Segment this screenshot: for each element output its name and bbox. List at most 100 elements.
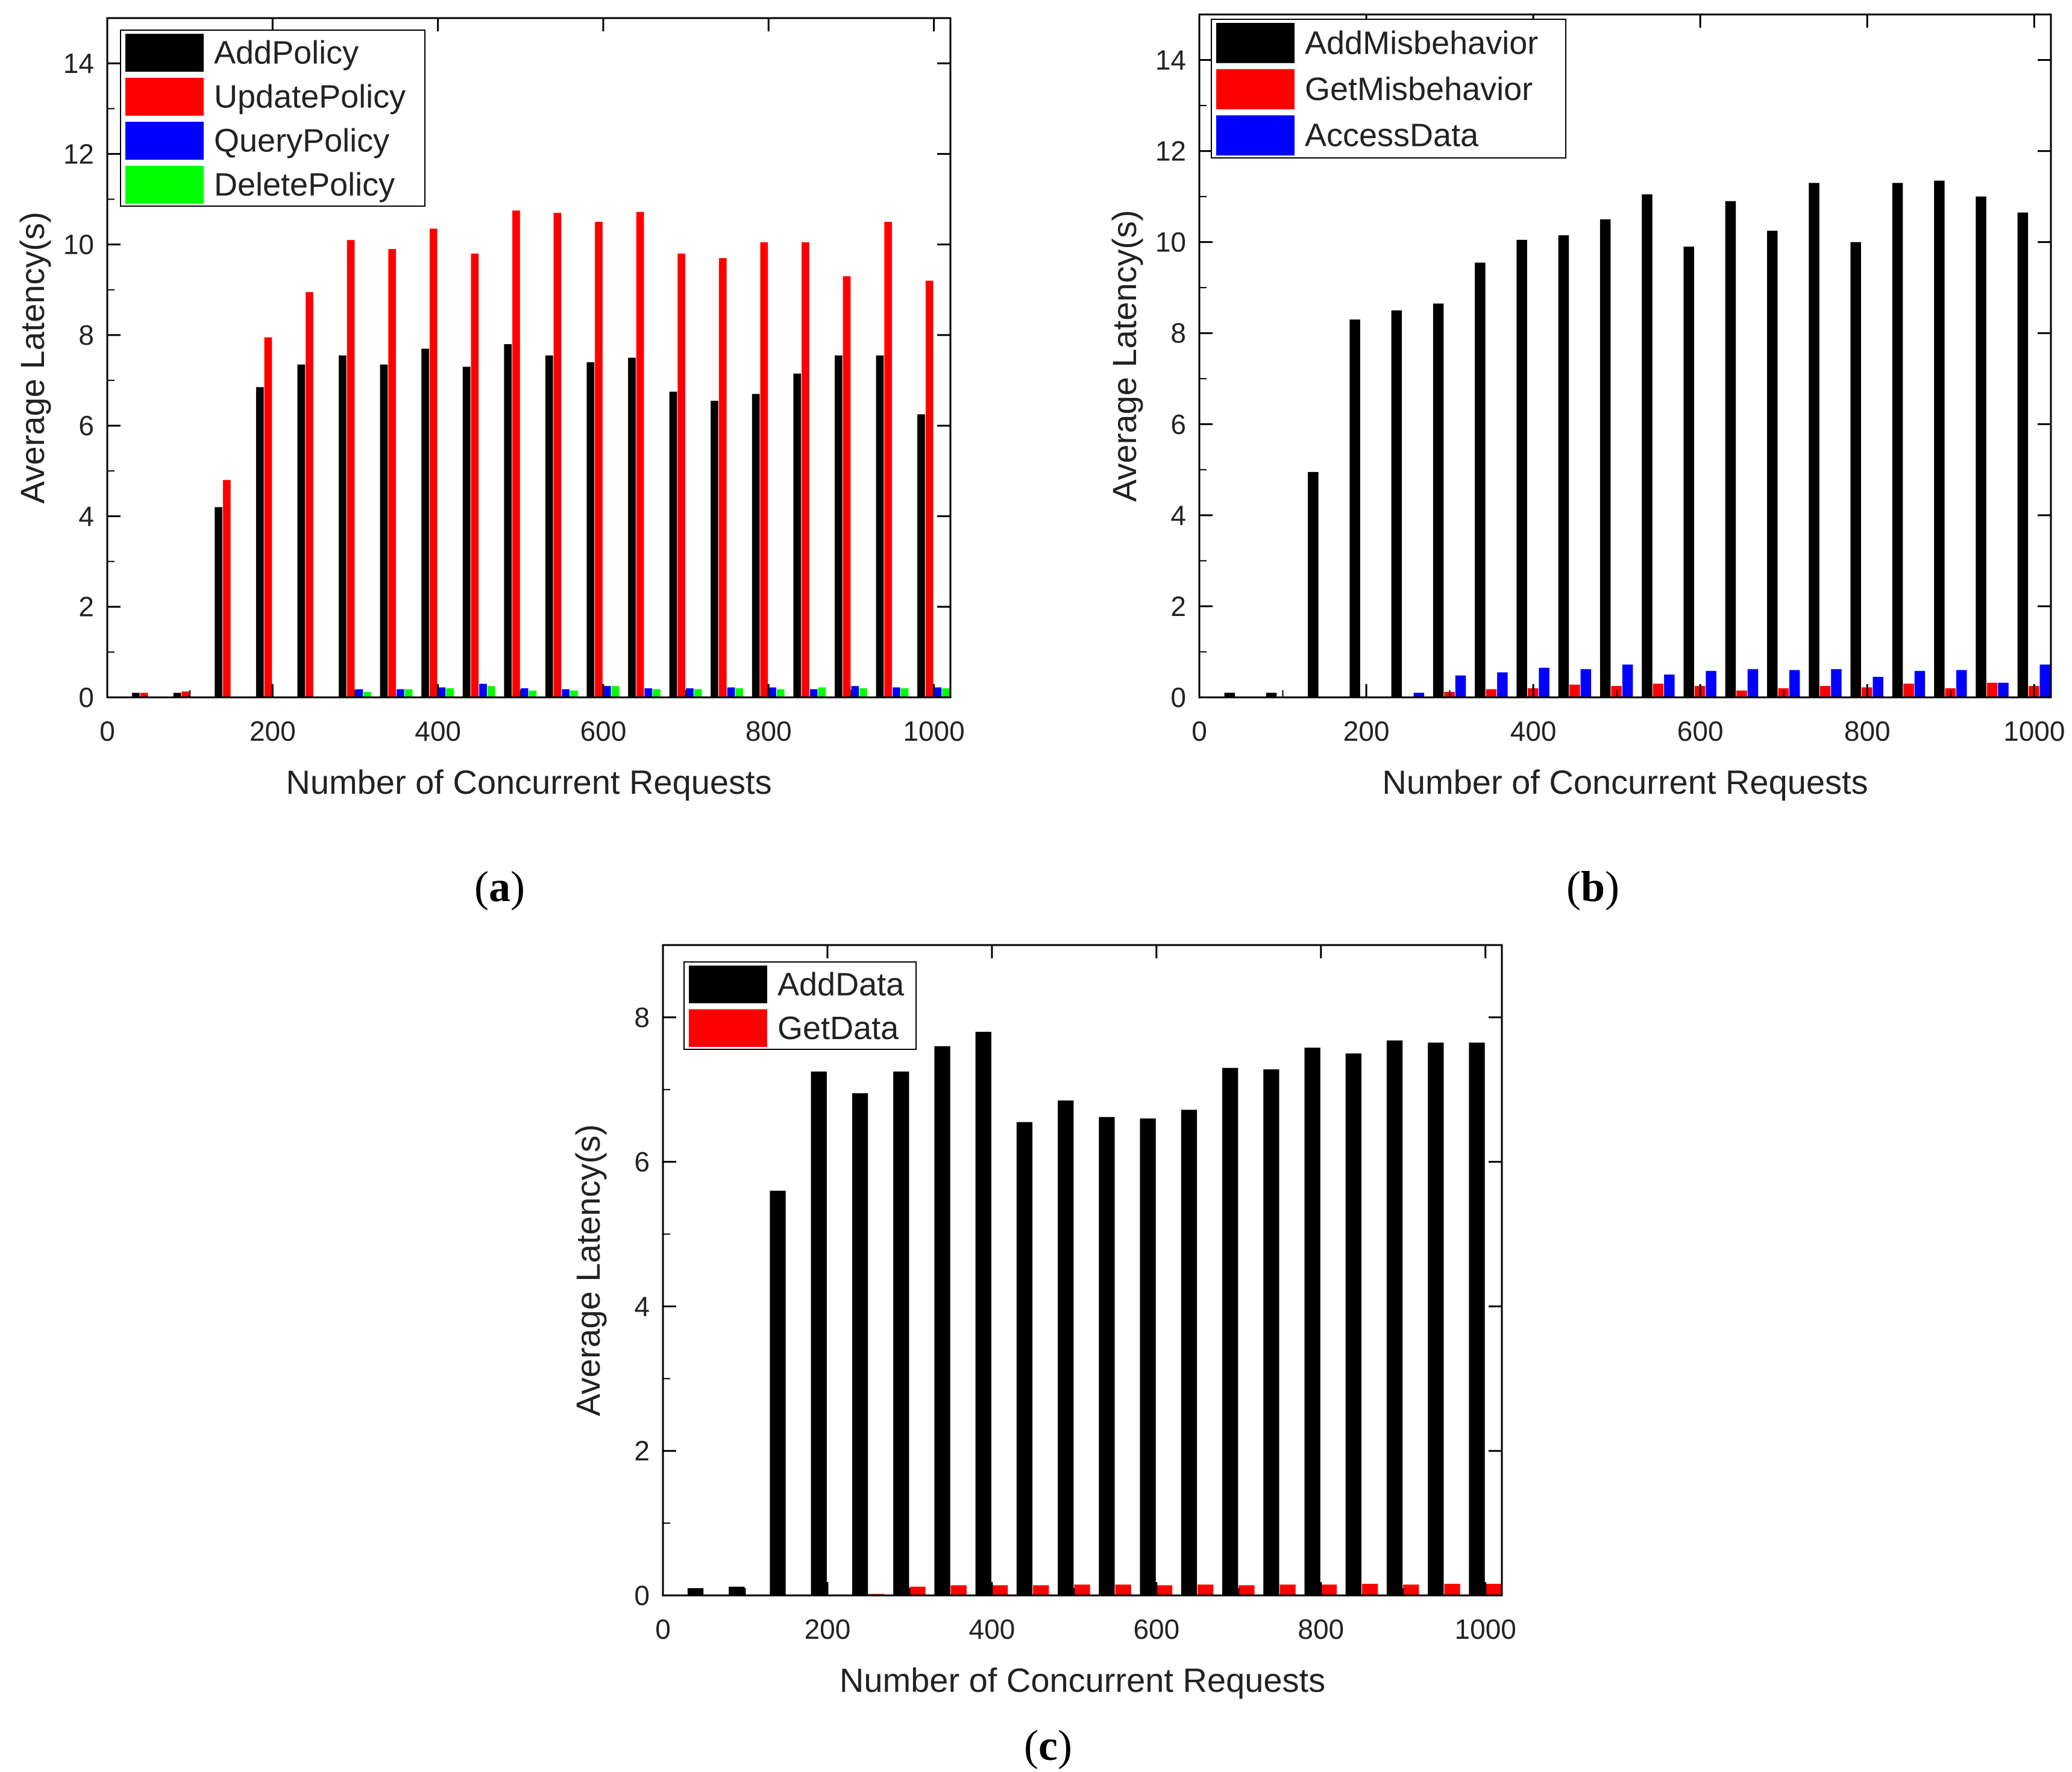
bar-AccessData-450 [1580, 669, 1592, 697]
x-tick-label: 1000 [903, 715, 964, 747]
y-tick-label: 8 [1170, 318, 1186, 349]
bar-QueryPolicy-450 [479, 683, 487, 697]
legend-label-QueryPolicy: QueryPolicy [214, 123, 389, 159]
bar-DeletePolicy-700 [694, 689, 702, 697]
chart-caption: (b) [1566, 862, 1619, 911]
bar-AddData-850 [1345, 1053, 1361, 1595]
bar-AddPolicy-600 [586, 362, 595, 697]
bar-GetData-650 [1198, 1585, 1214, 1595]
y-tick-label: 12 [63, 138, 94, 169]
bar-AccessData-550 [1664, 674, 1675, 697]
bar-GetMisbehavior-850 [1903, 683, 1914, 697]
y-tick-label: 6 [1170, 409, 1186, 440]
bar-DeletePolicy-450 [487, 686, 495, 697]
bar-AddData-100 [729, 1586, 745, 1595]
y-tick-label: 2 [78, 591, 94, 623]
y-tick-label: 14 [1155, 45, 1186, 76]
bar-AccessData-850 [1914, 671, 1926, 697]
bar-UpdatePolicy-100 [181, 691, 190, 697]
bar-DeletePolicy-550 [570, 690, 578, 697]
bar-AddPolicy-350 [380, 364, 388, 697]
y-tick-label: 0 [1170, 682, 1186, 713]
bar-AddData-50 [687, 1588, 704, 1595]
bars [132, 210, 950, 698]
bar-UpdatePolicy-250 [306, 292, 313, 698]
x-tick-label: 400 [1510, 715, 1557, 747]
bar-AddMisbehavior-1000 [2017, 212, 2029, 698]
x-tick-label: 200 [250, 715, 296, 747]
bar-UpdatePolicy-1000 [925, 280, 934, 697]
bar-AddPolicy-800 [752, 394, 760, 697]
bar-GetData-350 [950, 1585, 967, 1595]
bar-AddData-750 [1263, 1069, 1279, 1595]
bar-AccessData-650 [1747, 669, 1759, 697]
bar-AddMisbehavior-950 [1976, 196, 1986, 698]
legend: AddMisbehavior GetMisbehavior AccessData [1211, 19, 1566, 159]
bar-AddPolicy-50 [132, 693, 140, 697]
bar-AddMisbehavior-350 [1475, 262, 1486, 697]
bar-AddMisbehavior-50 [1224, 693, 1235, 697]
bar-AddData-600 [1140, 1118, 1156, 1595]
bar-GetData-300 [909, 1586, 926, 1595]
legend: AddPolicy UpdatePolicy QueryPolicy DeletePo… [120, 30, 425, 207]
bar-AddData-1000 [1469, 1042, 1485, 1595]
bar-UpdatePolicy-500 [512, 210, 520, 697]
bar-AddMisbehavior-550 [1642, 194, 1653, 697]
bar-GetMisbehavior-650 [1736, 690, 1747, 697]
bar-GetData-1000 [1485, 1583, 1501, 1595]
bar-AddPolicy-950 [876, 355, 884, 697]
bar-GetMisbehavior-350 [1486, 689, 1497, 697]
bar-AccessData-350 [1497, 672, 1508, 697]
chart-1: 0 200 400 600 800 1000 0 2 4 6 8 10 12 14 Number of Co… [13, 17, 965, 911]
bar-QueryPolicy-950 [893, 687, 900, 697]
bar-AddMisbehavior-100 [1266, 693, 1277, 697]
chart-3: 0 200 400 600 800 1000 0 2 4 6 8 Number of Concurre… [569, 944, 1516, 1770]
bar-AccessData-700 [1789, 670, 1800, 697]
bar-AddData-350 [934, 1046, 950, 1595]
bar-UpdatePolicy-600 [595, 222, 603, 698]
bar-QueryPolicy-600 [603, 686, 611, 697]
bar-QueryPolicy-400 [438, 687, 446, 697]
x-tick-label: 1000 [2003, 715, 2065, 747]
bar-DeletePolicy-1000 [942, 688, 950, 697]
bar-AddPolicy-300 [339, 355, 347, 697]
bar-AddMisbehavior-650 [1725, 201, 1736, 697]
bar-UpdatePolicy-800 [760, 242, 768, 697]
y-tick-label: 10 [1155, 227, 1186, 258]
x-tick-label: 600 [580, 715, 627, 747]
y-tick-label: 4 [78, 500, 94, 532]
bar-DeletePolicy-900 [859, 688, 867, 697]
x-tick-label: 200 [805, 1613, 851, 1645]
legend-label-AddMisbehavior: AddMisbehavior [1305, 25, 1538, 61]
y-tick-label: 8 [78, 319, 94, 351]
bar-AddData-950 [1428, 1042, 1444, 1595]
bar-AddData-550 [1099, 1117, 1115, 1595]
bar-QueryPolicy-700 [686, 688, 694, 697]
bar-AddData-400 [975, 1031, 991, 1595]
y-tick-label: 0 [634, 1580, 650, 1611]
bar-AddPolicy-500 [504, 344, 512, 697]
bar-QueryPolicy-850 [809, 689, 818, 697]
legend-label-GetData: GetData [777, 1010, 899, 1046]
legend-swatch-AccessData [1216, 115, 1295, 156]
bar-GetData-900 [1403, 1585, 1419, 1595]
bar-AccessData-600 [1706, 671, 1716, 697]
bar-UpdatePolicy-550 [553, 213, 562, 698]
bar-GetData-850 [1362, 1583, 1378, 1595]
bar-GetData-550 [1115, 1585, 1131, 1595]
bar-AddMisbehavior-750 [1809, 183, 1819, 697]
bar-UpdatePolicy-450 [471, 253, 479, 697]
bar-AddData-700 [1222, 1067, 1238, 1595]
x-tick-label: 200 [1343, 715, 1390, 747]
bar-AddPolicy-900 [835, 355, 843, 697]
bar-AddMisbehavior-300 [1433, 303, 1444, 698]
bar-AccessData-900 [1956, 670, 1967, 697]
bar-GetData-700 [1238, 1585, 1255, 1595]
bar-QueryPolicy-900 [851, 686, 859, 697]
x-tick-label: 800 [1298, 1613, 1344, 1645]
bar-AddMisbehavior-400 [1516, 239, 1527, 697]
y-tick-label: 0 [78, 682, 94, 713]
bar-GetMisbehavior-950 [1986, 682, 1998, 697]
bar-DeletePolicy-750 [735, 688, 744, 697]
bar-AddMisbehavior-250 [1391, 310, 1402, 697]
